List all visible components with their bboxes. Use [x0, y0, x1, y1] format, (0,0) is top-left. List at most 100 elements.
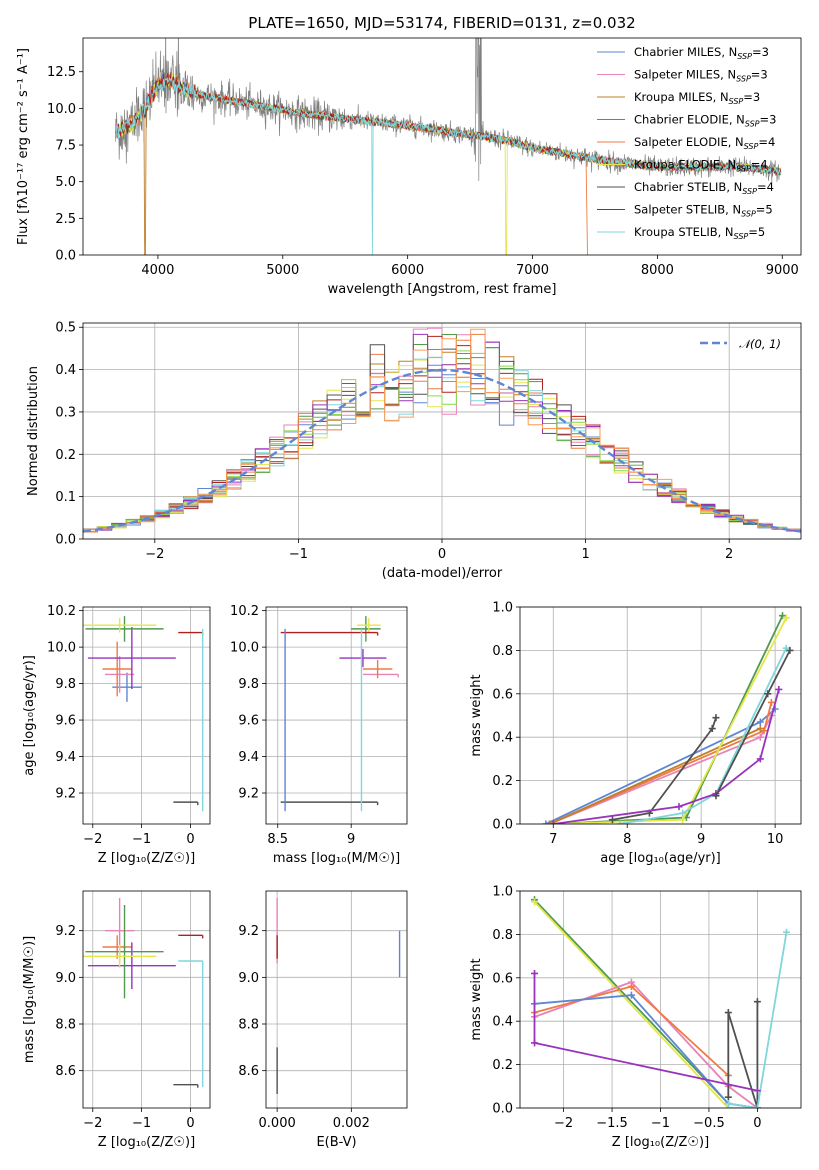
axes-frame: [519, 890, 802, 1109]
errorbar-point: [87, 627, 176, 690]
spectrum-panel: 4000 5000 6000 7000 8000 9000 0.0 2.5 5.0 7.5 10.0…: [16, 37, 802, 297]
errorbar-point: [85, 616, 164, 642]
x-axis-label: age [log₁₀(age/yr)]: [600, 851, 721, 866]
age-vs-mass-panel: 8.5 9 9.2 9.4 9.6 9.8 10.0 10.2 mass [log₁₀(M/M☉…: [230, 604, 408, 866]
errorbar-plot-area: [280, 616, 399, 812]
x-axis-label: Z [log₁₀(Z/Z☉)]: [612, 1135, 709, 1150]
line-plot-area: [531, 896, 790, 1108]
weight-series-line: [553, 615, 784, 824]
y-tick-label: 0.6: [492, 687, 513, 702]
y-tick-label: 9.8: [55, 677, 76, 692]
weight-point-marker: [608, 816, 616, 824]
x-axis-label: Z [log₁₀(Z/Z☉)]: [98, 851, 195, 866]
y-tick-label: 8.8: [238, 1018, 259, 1033]
legend-entry: Chabrier MILES, NSSP=3: [634, 45, 769, 61]
y-tick-label: 9.4: [238, 750, 259, 765]
x-tick-label: 9: [697, 832, 705, 847]
residual-histogram-panel: −2 −1 0 1 2 0.0 0.1 0.2 0.3 0.4 0.5 (data-model)/er…: [26, 321, 802, 581]
errorbar-point: [280, 631, 379, 636]
weight-point-marker: [753, 1087, 761, 1095]
x-tick-label: −1: [132, 1116, 151, 1131]
x-tick-label: 7000: [516, 263, 549, 278]
weight-series-line: [549, 727, 761, 824]
errorbar-point: [339, 648, 387, 668]
weight-point-marker: [627, 991, 635, 999]
y-tick-label: 9.2: [55, 787, 76, 802]
weight-point-marker: [549, 820, 557, 824]
x-tick-label: −2: [83, 832, 102, 847]
x-tick-label: 5000: [266, 263, 299, 278]
histogram-plot-area: [83, 327, 801, 535]
legend-entry: Kroupa STELIB, NSSP=5: [634, 225, 765, 241]
weight-point-marker: [756, 755, 764, 763]
weight-vs-metallicity-panel: −2 −1.5 −1 −0.5 0 0.0 0.2 0.4 0.6 0.8 1.0 Z [log₁₀(…: [469, 885, 802, 1150]
x-tick-label: 4000: [141, 263, 174, 278]
weight-point-marker: [679, 809, 687, 817]
y-tick-label: 0.2: [492, 1058, 513, 1073]
weight-series-line: [715, 649, 791, 797]
errorbar-point: [83, 617, 157, 633]
y-tick-label: 9.2: [238, 924, 259, 939]
y-tick-label: 0.4: [55, 363, 76, 378]
y-tick-label: 0.0: [492, 1102, 513, 1117]
errorbar-point: [83, 944, 157, 968]
y-axis-label: Normed distribution: [26, 366, 41, 496]
x-tick-label: −2: [83, 1116, 102, 1131]
errorbar-point: [173, 1083, 199, 1088]
weight-point-marker: [767, 698, 775, 706]
histogram-series: [83, 328, 801, 535]
x-axis-label: mass [log₁₀(M/M☉)]: [273, 851, 400, 866]
errorbar-point: [173, 801, 199, 806]
y-tick-label: 9.2: [55, 924, 76, 939]
model-spectrum-line: [115, 73, 588, 255]
x-axis-label: (data-model)/error: [382, 566, 503, 581]
x-tick-label: 8: [623, 832, 631, 847]
axes-frame: [265, 606, 408, 825]
y-axis-label: mass weight: [469, 958, 484, 1040]
axes-frame: [82, 606, 211, 825]
y-tick-label: 5.0: [55, 175, 76, 190]
x-tick-label: 0: [186, 1116, 194, 1131]
y-tick-label: 10.0: [230, 641, 259, 656]
errorbar-point: [87, 942, 176, 989]
legend-entry: Salpeter MILES, NSSP=3: [634, 68, 768, 84]
weight-point-marker: [756, 733, 764, 741]
weight-point-marker: [724, 1093, 732, 1101]
weight-point-marker: [786, 646, 794, 654]
x-tick-label: 0: [438, 547, 446, 562]
y-tick-label: 0.3: [55, 405, 76, 420]
axes-frame: [265, 890, 408, 1109]
weight-point-marker: [775, 685, 783, 693]
y-tick-label: 0.6: [492, 971, 513, 986]
y-tick-label: 9.0: [55, 971, 76, 986]
errorbar-plot-area: [276, 898, 401, 1094]
x-tick-label: 10: [767, 832, 784, 847]
y-tick-label: 0.0: [55, 249, 76, 264]
y-tick-label: 2.5: [55, 212, 76, 227]
y-tick-label: 0.0: [492, 818, 513, 833]
y-tick-label: 9.4: [55, 750, 76, 765]
mass-vs-reddening-panel: 0.000 0.002 8.6 8.8 9.0 9.2 E(B-V): [238, 890, 408, 1150]
weight-point-marker: [782, 614, 790, 622]
axes-frame: [82, 37, 802, 256]
axes-frame: [82, 890, 211, 1109]
y-tick-label: 0.2: [492, 774, 513, 789]
y-tick-label: 9.2: [238, 787, 259, 802]
errorbar-point: [351, 616, 381, 642]
errorbar-point: [357, 617, 381, 633]
y-tick-label: 1.0: [492, 885, 513, 900]
figure-title: PLATE=1650, MJD=53174, FIBERID=0131, z=0…: [248, 14, 635, 32]
x-tick-label: 6000: [391, 263, 424, 278]
weight-series-line: [612, 717, 717, 821]
weight-point-marker: [531, 969, 539, 977]
y-tick-label: 10.2: [230, 604, 259, 619]
weight-series-line: [619, 647, 788, 824]
y-tick-label: 0.5: [55, 321, 76, 336]
x-tick-label: 0.002: [333, 1116, 370, 1131]
mass-vs-metallicity-panel: −2 −1 0 8.6 8.8 9.0 9.2 Z [log₁₀(Z/Z☉)] mass [lo…: [22, 890, 211, 1150]
y-tick-label: 10.0: [47, 102, 76, 117]
y-tick-label: 1.0: [492, 601, 513, 616]
errorbar-point: [178, 934, 204, 939]
weight-series-line: [533, 901, 758, 1108]
y-tick-label: 9.0: [238, 971, 259, 986]
